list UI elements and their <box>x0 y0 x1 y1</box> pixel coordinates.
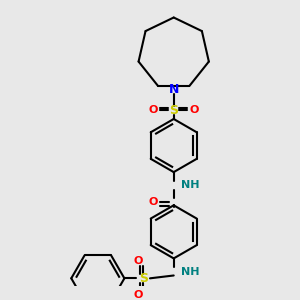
Text: O: O <box>134 256 143 266</box>
Text: NH: NH <box>181 267 200 277</box>
Text: S: S <box>169 104 178 117</box>
Text: O: O <box>134 290 143 300</box>
Text: O: O <box>148 106 158 116</box>
Text: O: O <box>190 106 199 116</box>
Text: S: S <box>139 272 148 285</box>
Text: O: O <box>148 197 158 208</box>
Text: N: N <box>169 83 179 96</box>
Text: NH: NH <box>181 180 200 190</box>
